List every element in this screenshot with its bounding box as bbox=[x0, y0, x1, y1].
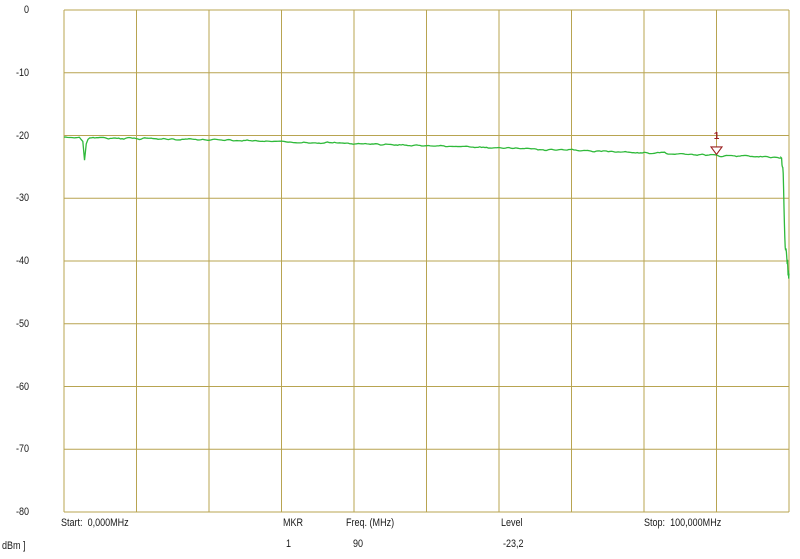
svg-text:1: 1 bbox=[714, 131, 720, 142]
